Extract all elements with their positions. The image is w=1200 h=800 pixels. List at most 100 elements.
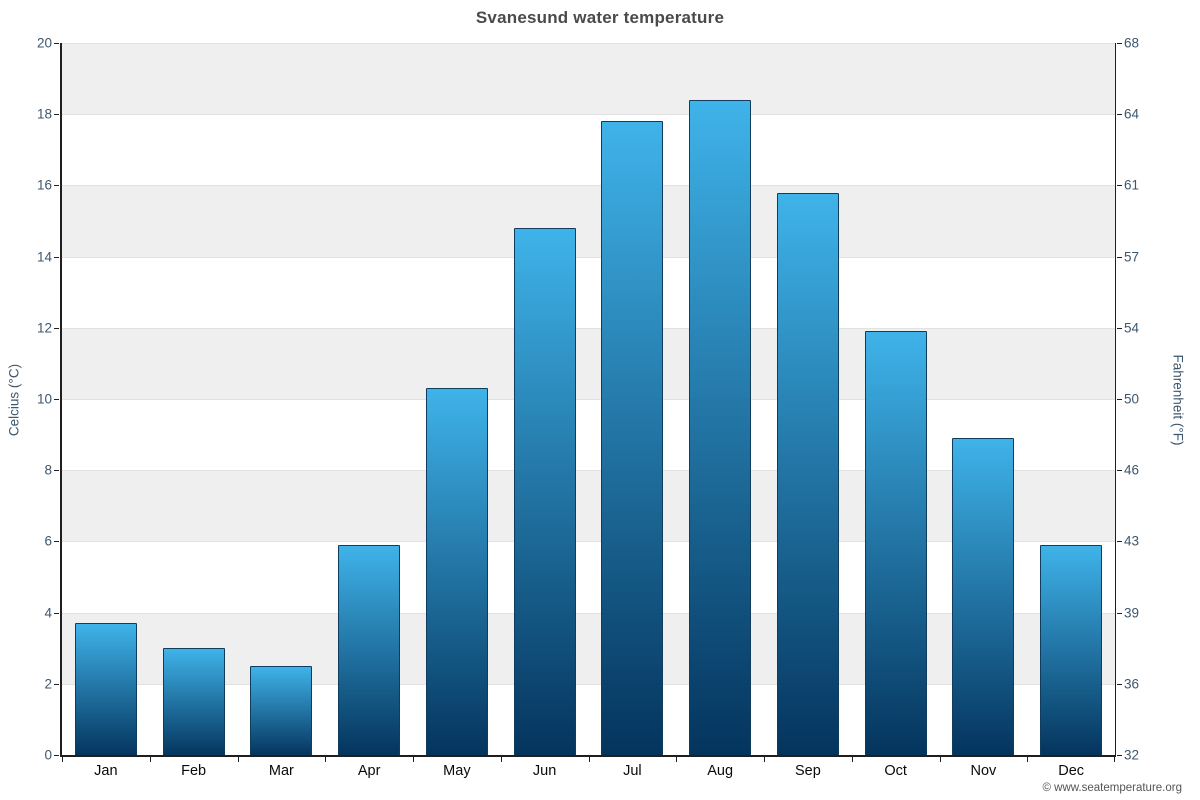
x-tick-oct: Oct [884, 763, 907, 779]
x-tick-mar: Mar [268, 763, 294, 779]
y-tick-right: 57 [1124, 248, 1140, 264]
gridline [62, 185, 1115, 186]
y-tick-left: 4 [44, 604, 52, 620]
bar-sep [776, 192, 839, 755]
bar-jul [601, 121, 664, 755]
y-tick-right: 64 [1124, 106, 1140, 122]
gridline [62, 328, 1115, 329]
y-tick-right: 68 [1124, 35, 1140, 51]
axis-tickmark [1117, 185, 1122, 186]
gridline [62, 470, 1115, 471]
axis-tickmark-bottom [764, 757, 765, 762]
y-axis-right-tick-labels: 32 36 39 43 46 50 54 57 61 64 68 [1124, 36, 1184, 761]
axis-tickmark [1117, 43, 1122, 44]
y-tick-right: 61 [1124, 177, 1140, 193]
y-tick-left: 10 [36, 391, 52, 407]
y-tick-right: 36 [1124, 676, 1140, 692]
x-tick-jul: Jul [623, 763, 642, 779]
grid-band [62, 114, 1115, 186]
y-tick-left: 6 [44, 533, 52, 549]
axis-tickmark [1117, 684, 1122, 685]
axis-tickmark [54, 541, 59, 542]
axis-tickmark-bottom [150, 757, 151, 762]
bar-jan [74, 623, 137, 755]
x-tick-dec: Dec [1058, 763, 1085, 779]
axis-tickmark-bottom [1114, 757, 1115, 762]
axis-tickmark [54, 684, 59, 685]
x-tick-jan: Jan [94, 763, 118, 779]
grid-band [62, 43, 1115, 115]
axis-tickmark-bottom [676, 757, 677, 762]
y-tick-left: 12 [36, 320, 52, 336]
axis-tickmark [1117, 470, 1122, 471]
bar-apr [338, 544, 401, 755]
chart-title: Svanesund water temperature [475, 8, 725, 27]
axis-tickmark [54, 470, 59, 471]
axis-tickmark [54, 399, 59, 400]
grid-band [62, 185, 1115, 257]
axis-tickmark [54, 755, 59, 756]
axis-tickmark-bottom [940, 757, 941, 762]
y-tick-left: 20 [36, 35, 52, 51]
grid-band [62, 327, 1115, 399]
gridline [62, 684, 1115, 685]
axis-tickmark [1117, 114, 1122, 115]
axis-tickmark-bottom [852, 757, 853, 762]
y-tick-left: 18 [36, 106, 52, 122]
y-tick-right: 50 [1124, 391, 1140, 407]
x-tick-sep: Sep [794, 763, 821, 779]
x-axis-month-labels: Jan Feb Mar Apr May Jun Jul Aug Sep Oct Nov Dec [62, 763, 1115, 785]
axis-tickmark [54, 613, 59, 614]
plot-area [60, 43, 1116, 757]
axis-tickmark-bottom [325, 757, 326, 762]
bar-dec [1040, 544, 1103, 755]
grid-band [62, 470, 1115, 542]
bar-nov [952, 438, 1015, 755]
axis-tickmark [1117, 399, 1122, 400]
axis-tickmark [54, 114, 59, 115]
axis-tickmark-bottom [1027, 757, 1028, 762]
axis-tickmark-bottom [413, 757, 414, 762]
x-tick-apr: Apr [357, 763, 381, 779]
x-tick-jun: Jun [532, 763, 557, 779]
x-tick-feb: Feb [181, 763, 207, 779]
y-tick-left: 16 [36, 177, 52, 193]
bar-aug [689, 99, 752, 755]
y-tick-left: 2 [44, 676, 52, 692]
bar-jun [513, 228, 576, 755]
gridline [62, 114, 1115, 115]
axis-tickmark [1117, 328, 1122, 329]
axis-tickmark [1117, 541, 1122, 542]
gridline [62, 43, 1115, 44]
gridline [62, 399, 1115, 400]
grid-band [62, 612, 1115, 684]
x-tick-may: May [443, 763, 471, 779]
gridline [62, 541, 1115, 542]
y-tick-left: 14 [36, 248, 52, 264]
bar-mar [250, 666, 313, 755]
bar-may [425, 388, 488, 755]
x-tick-aug: Aug [707, 763, 734, 779]
y-tick-left: 8 [44, 462, 52, 478]
y-tick-right: 54 [1124, 320, 1140, 336]
y-tick-right: 43 [1124, 533, 1140, 549]
grid-band [62, 683, 1115, 755]
y-tick-right: 39 [1124, 604, 1140, 620]
grid-band [62, 399, 1115, 471]
axis-tickmark [1117, 257, 1122, 258]
grid-band [62, 256, 1115, 328]
axis-tickmark [1117, 755, 1122, 756]
y-tick-left: 0 [44, 747, 52, 763]
axis-tickmark-bottom [501, 757, 502, 762]
axis-tickmark-bottom [238, 757, 239, 762]
gridline [62, 257, 1115, 258]
gridline [62, 613, 1115, 614]
y-axis-left-tick-labels: 0 2 4 6 8 10 12 14 16 18 20 [0, 36, 52, 761]
grid-band [62, 541, 1115, 613]
axis-tickmark [54, 185, 59, 186]
x-tick-nov: Nov [970, 763, 997, 779]
copyright-credit: © www.seatemperature.org [1042, 782, 1182, 794]
axis-tickmark [54, 43, 59, 44]
axis-tickmark [54, 328, 59, 329]
